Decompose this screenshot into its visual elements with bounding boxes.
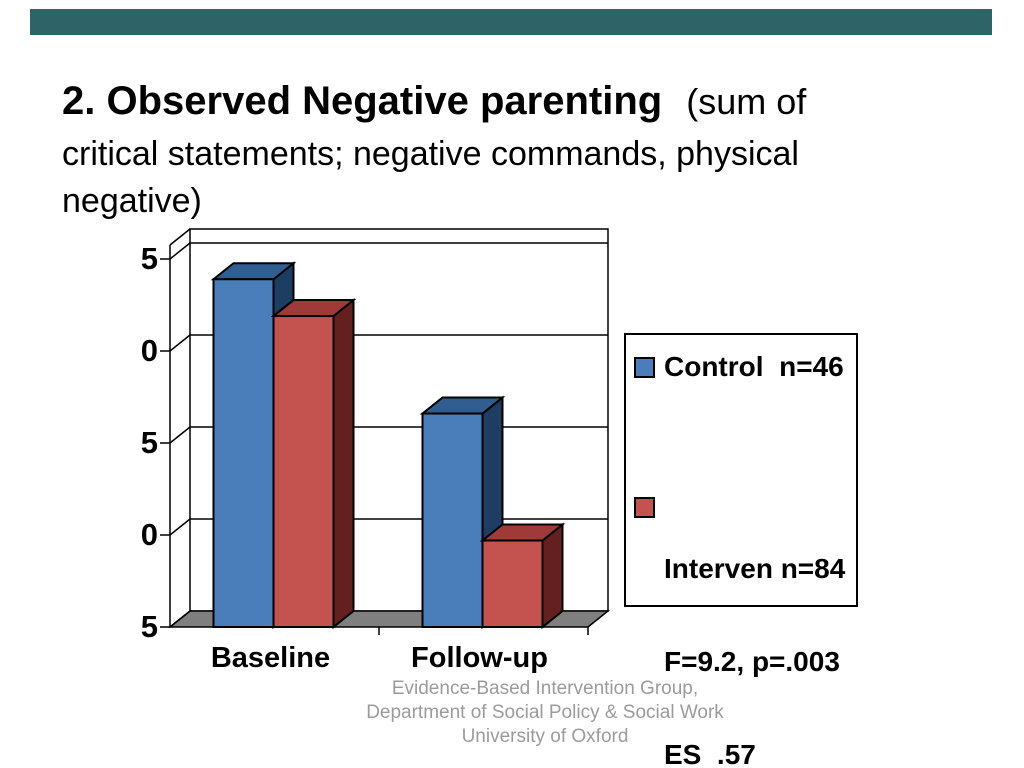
header-bar bbox=[30, 9, 992, 35]
x-category-label: Baseline bbox=[211, 642, 330, 674]
x-category-label: Follow-up bbox=[411, 642, 548, 674]
y-tick-label: 10 bbox=[140, 517, 158, 552]
y-tick-connector bbox=[169, 518, 191, 536]
legend-item-interven: Interven n=84 F=9.2, p=.003 ES .57 bbox=[634, 491, 845, 768]
footer-line-1: Evidence-Based Intervention Group, bbox=[391, 678, 699, 699]
bar-interven-follow-up bbox=[481, 539, 544, 629]
legend-item-control: Control n=46 bbox=[634, 351, 844, 382]
interven-name: Interven n=84 bbox=[664, 553, 846, 584]
title-line-3: negative) bbox=[62, 182, 202, 220]
bar-interven-baseline-side bbox=[332, 297, 355, 630]
footer-credit: Evidence-Based Intervention Group, Depar… bbox=[240, 677, 850, 749]
footer-line-2: Department of Social Policy & Social Wor… bbox=[366, 702, 724, 723]
footer-line-3: University of Oxford bbox=[461, 726, 629, 747]
interven-swatch-icon bbox=[634, 497, 655, 518]
title-line-2: critical statements; negative commands, … bbox=[62, 135, 799, 173]
bar-control-baseline bbox=[212, 278, 275, 628]
interven-stat-es: ES .57 bbox=[664, 739, 756, 768]
axis-corner-line bbox=[169, 228, 191, 246]
bar-interven-follow-up-side bbox=[541, 522, 564, 630]
interven-stat-f: F=9.2, p=.003 bbox=[664, 646, 840, 677]
bar-chart: 5 10 15 20 25 Baseline Follow-up bbox=[140, 228, 611, 674]
control-swatch-icon bbox=[634, 357, 655, 378]
title-paren-text: (sum of bbox=[686, 81, 807, 122]
y-tick-connector bbox=[169, 242, 191, 260]
page-title: 2. Observed Negative parenting (sum of cr… bbox=[62, 72, 962, 225]
y-tick-connector bbox=[169, 610, 191, 628]
legend-box: Control n=46 Interven n=84 F=9.2, p=.003… bbox=[624, 333, 858, 768]
bar-interven-baseline bbox=[272, 315, 335, 628]
y-tick-label: 5 bbox=[141, 609, 158, 644]
title-line-1: 2. Observed Negative parenting (sum of bbox=[62, 72, 962, 131]
y-tick-label: 25 bbox=[140, 241, 158, 276]
legend-label-control: Control n=46 bbox=[664, 351, 844, 382]
y-tick-connector bbox=[169, 426, 191, 444]
y-tick-connector bbox=[169, 334, 191, 352]
y-tick-label: 20 bbox=[140, 333, 158, 368]
y-tick-label: 15 bbox=[140, 425, 158, 460]
legend-label-interven: Interven n=84 F=9.2, p=.003 ES .57 bbox=[664, 491, 845, 768]
bar-control-follow-up bbox=[421, 412, 484, 628]
title-bold-text: 2. Observed Negative parenting bbox=[62, 79, 663, 123]
